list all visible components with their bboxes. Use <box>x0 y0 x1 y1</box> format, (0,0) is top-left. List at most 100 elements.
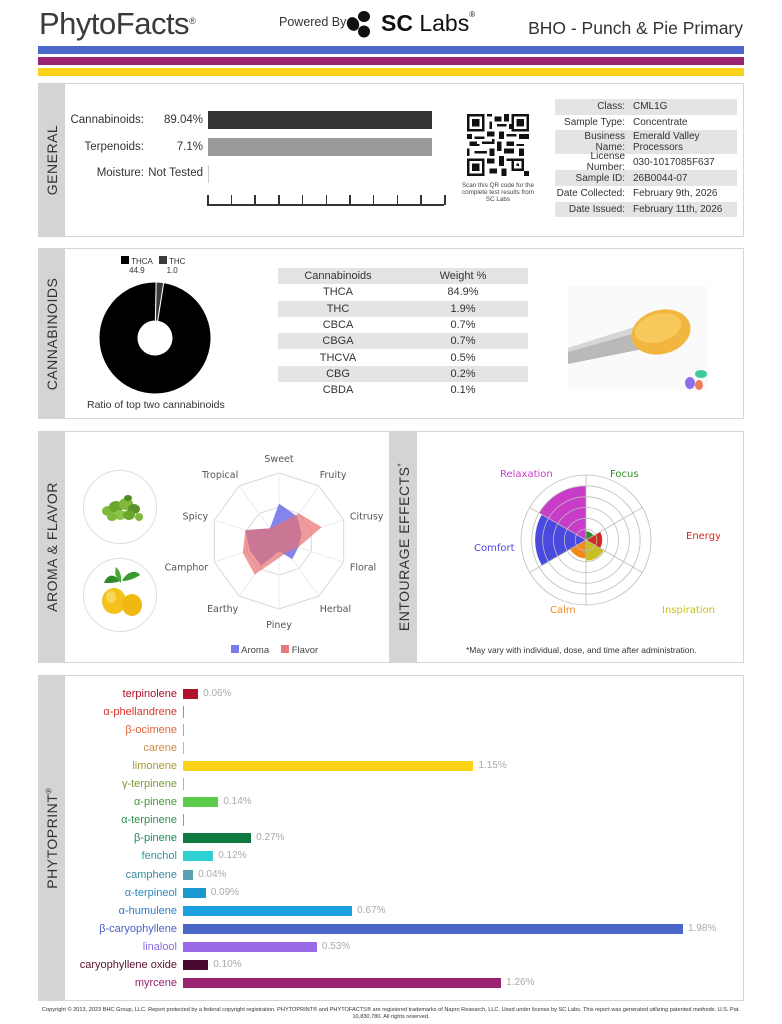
terpene-label: α-phellandrene <box>103 706 177 719</box>
terpene-value: 0.04% <box>198 868 227 880</box>
terpene-bar <box>183 869 194 880</box>
radar-axis-label: Piney <box>266 620 292 631</box>
info-key: Date Collected: <box>556 188 625 200</box>
cannabinoid-weight: 0.7% <box>450 319 476 332</box>
legend-name: Aroma <box>241 645 270 656</box>
section-label: CANNABINOIDS <box>43 277 60 390</box>
table-row: THC 1.9% <box>278 300 528 317</box>
info-value: Emerald Valley Processors <box>633 131 700 154</box>
polar-spoke <box>585 539 643 573</box>
stripe-purple <box>38 57 744 65</box>
terpene-bar <box>183 706 184 719</box>
terpene-value: 0.27% <box>256 832 285 844</box>
aroma-section-tab: AROMA & FLAVOR <box>38 431 65 663</box>
registered-mark: ® <box>43 787 53 794</box>
info-key: Business Name: <box>584 131 625 154</box>
aroma-swatch <box>231 645 239 653</box>
terpene-bar <box>183 778 184 791</box>
labs-text: Labs <box>412 10 470 36</box>
terpene-bar <box>183 742 184 755</box>
section-label-text: ENTOURAGE EFFECTS <box>395 466 412 632</box>
effect-sector-comfort <box>535 514 586 566</box>
column-header: Weight % <box>439 270 487 283</box>
section-label: AROMA & FLAVOR <box>43 482 60 612</box>
lemon-icon <box>102 567 142 616</box>
info-row: License Number: 030-1017085F637 <box>555 151 737 173</box>
hops-icon <box>102 495 143 521</box>
table-row: CBGA 0.7% <box>278 333 528 350</box>
asterisk-mark: * <box>395 462 405 467</box>
phytofacts-logo: PhytoFacts® <box>39 6 196 42</box>
general-section-tab: GENERAL <box>38 83 65 237</box>
stripe-blue <box>38 46 744 54</box>
terpene-bar <box>183 959 209 970</box>
terpene-value: 0.53% <box>321 940 351 952</box>
table-row: THCA 84.9% <box>278 284 528 300</box>
terpene-bar <box>183 833 252 844</box>
scale-tick <box>301 195 304 205</box>
aroma-flavor-radar-chart: Sweet Fruity Citrusy Floral Herbal Piney Earth… <box>165 454 384 631</box>
table-header: Cannabinoids Weight % <box>278 268 528 285</box>
radar-axis-label: Fruity <box>320 470 347 481</box>
info-value: 030-1017085F637 <box>633 156 715 168</box>
cannabinoids-section-tab: CANNABINOIDS <box>38 248 65 419</box>
effect-sector-relaxation <box>539 485 586 540</box>
effect-label-inspiration: Inspiration <box>662 605 715 616</box>
effects-disclaimer: *May vary with individual, dose, and tim… <box>466 645 697 655</box>
radar-axis-label: Tropical <box>201 470 238 481</box>
effect-label-focus: Focus <box>610 469 639 480</box>
cannabinoid-weight: 1.9% <box>450 302 476 315</box>
info-key: Sample Type: <box>564 116 625 128</box>
effect-sector-focus <box>586 531 594 540</box>
scale-tick <box>349 195 351 205</box>
info-value: 26B0044-07 <box>633 172 688 184</box>
radar-axis-label: Spicy <box>183 511 209 522</box>
terpene-label: α-pinene <box>133 796 177 809</box>
moisture-label: Moisture: <box>96 167 144 179</box>
terpene-value: 0.06% <box>203 688 232 699</box>
terpene-label: myrcene <box>134 976 177 989</box>
cannabinoid-name: THCA <box>323 286 353 299</box>
info-key: Class: <box>597 101 625 113</box>
effect-label-comfort: Comfort <box>474 543 515 554</box>
info-row: Date Collected: February 9th, 2026 <box>555 186 737 202</box>
terpene-label: β-caryophyllene <box>99 922 177 935</box>
terpene-bar <box>183 851 214 862</box>
scale-tick <box>420 195 422 205</box>
info-value: February 9th, 2026 <box>633 188 718 200</box>
terpene-value: 0.09% <box>210 886 240 898</box>
terpene-bar <box>183 977 502 988</box>
effect-sector-inspiration <box>586 540 604 561</box>
sc-bold: SC <box>381 10 413 36</box>
legend-name: THCA <box>131 257 153 266</box>
radar-axis-label: Camphor <box>165 563 209 574</box>
terpene-label: carene <box>143 742 177 755</box>
legend-value: 1.0 <box>166 265 178 275</box>
table-row: THCVA 0.5% <box>278 349 528 365</box>
terpene-label: camphene <box>125 868 177 881</box>
legend-item-thca: THCA 44.9 <box>121 256 153 275</box>
info-key: Sample ID: <box>575 172 625 184</box>
polar-spoke <box>529 507 587 541</box>
terpene-label: β-ocimene <box>125 724 177 737</box>
qr-code-icon[interactable] <box>467 114 529 176</box>
terpene-value: 0.12% <box>218 850 247 862</box>
terpene-value: 1.98% <box>687 922 717 934</box>
info-row: Date Issued: February 11th, 2026 <box>555 201 737 218</box>
terpene-value: 0.10% <box>213 958 242 970</box>
cannabinoid-name: THCVA <box>319 351 357 364</box>
powered-by-text: Powered By <box>279 15 347 29</box>
product-title: BHO - Punch & Pie Primary <box>528 18 743 38</box>
terpene-bar <box>183 797 219 808</box>
terpene-bar <box>183 724 184 737</box>
terpene-bar <box>183 887 206 898</box>
scale-tick <box>444 195 446 205</box>
info-value: CML1G <box>633 101 668 113</box>
section-label-text: PHYTOPRINT <box>43 793 60 889</box>
thc-swatch <box>158 256 167 264</box>
terpene-bar <box>183 941 317 952</box>
info-key: Date Issued: <box>568 203 625 215</box>
phytoprint-panel <box>38 675 744 1001</box>
flavor-swatch <box>281 645 290 653</box>
terpene-bar <box>183 923 683 934</box>
